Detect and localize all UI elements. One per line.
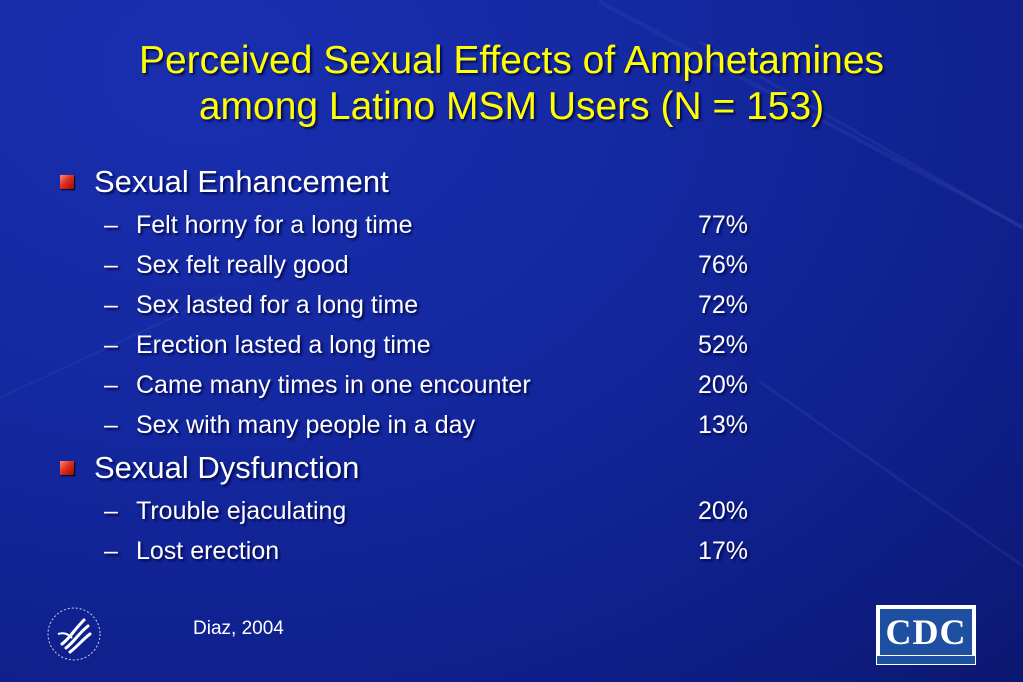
item-text: Sex with many people in a day [136, 411, 476, 439]
dash-icon: – [104, 211, 118, 239]
list-item: – Sex felt really good 76% [104, 250, 784, 280]
dash-icon: – [104, 251, 118, 279]
hhs-eagle-logo-icon [47, 607, 101, 661]
dash-icon: – [104, 411, 118, 439]
item-value: 76% [698, 251, 749, 279]
item-text: Came many times in one encounter [136, 371, 531, 399]
title-line-1: Perceived Sexual Effects of Amphetamines [138, 39, 885, 82]
list-item: – Trouble ejaculating 20% [104, 496, 784, 526]
dash-icon: – [104, 331, 118, 359]
list-item: – Erection lasted a long time 52% [104, 330, 784, 360]
background-streak [758, 380, 1023, 612]
item-value: 17% [698, 537, 749, 565]
list-item: – Felt horny for a long time 77% [104, 210, 784, 240]
item-text: Sex lasted for a long time [136, 291, 419, 319]
item-value: 72% [698, 291, 749, 319]
item-value: 20% [698, 497, 749, 525]
section-heading-enhancement: Sexual Enhancement [60, 164, 389, 200]
citation: Diaz, 2004 [193, 618, 284, 639]
item-text: Erection lasted a long time [136, 331, 431, 359]
dash-icon: – [104, 537, 118, 565]
dash-icon: – [104, 497, 118, 525]
list-item: – Sex lasted for a long time 72% [104, 290, 784, 320]
item-value: 77% [698, 211, 749, 239]
cdc-logo-text: CDC [880, 609, 972, 655]
item-text: Lost erection [136, 537, 280, 565]
item-text: Sex felt really good [136, 251, 349, 279]
item-text: Felt horny for a long time [136, 211, 413, 239]
item-value: 13% [698, 411, 749, 439]
list-item: – Came many times in one encounter 20% [104, 370, 784, 400]
dash-icon: – [104, 291, 118, 319]
square-bullet-icon [60, 175, 74, 189]
title-line-2: among Latino MSM Users (N = 153) [198, 85, 825, 128]
item-value: 20% [698, 371, 749, 399]
item-text: Trouble ejaculating [136, 497, 347, 525]
dash-icon: – [104, 371, 118, 399]
slide-title: Perceived Sexual Effects of Amphetamines… [0, 38, 1023, 130]
cdc-logo: CDC [876, 605, 976, 665]
list-item: – Lost erection 17% [104, 536, 784, 566]
section-label: Sexual Enhancement [94, 164, 389, 199]
item-value: 52% [698, 331, 749, 359]
section-label: Sexual Dysfunction [94, 450, 360, 485]
section-heading-dysfunction: Sexual Dysfunction [60, 450, 360, 486]
cdc-tagline-bar [877, 656, 975, 664]
square-bullet-icon [60, 461, 74, 475]
list-item: – Sex with many people in a day 13% [104, 410, 784, 440]
